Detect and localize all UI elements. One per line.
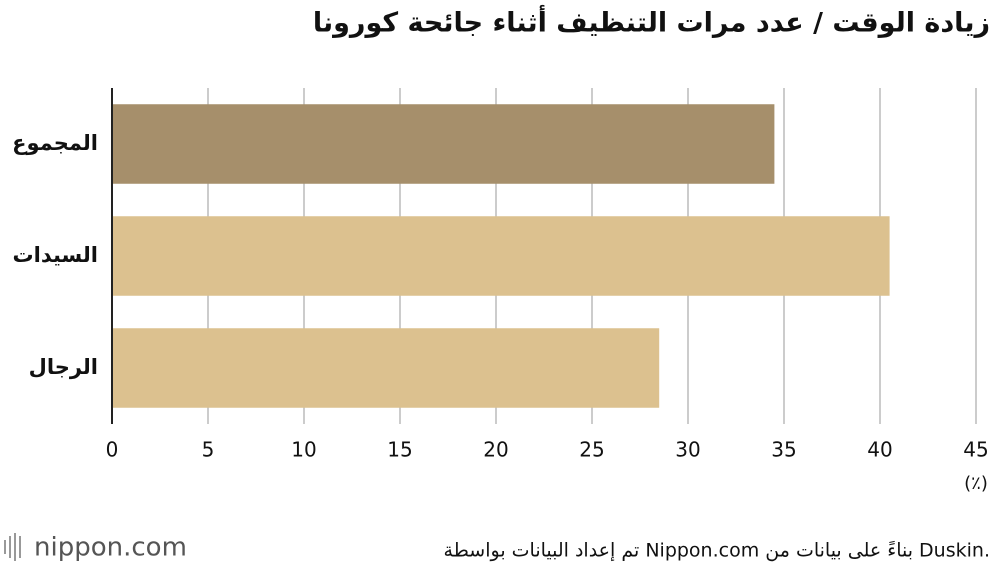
x-tick-label: 0 — [106, 438, 119, 462]
x-tick-label: 25 — [579, 438, 604, 462]
chart-title: زيادة الوقت / عدد مرات التنظيف أثناء جائ… — [313, 5, 990, 39]
x-tick-label: 45 — [963, 438, 988, 462]
bar — [112, 328, 660, 408]
x-tick-label: 20 — [483, 438, 508, 462]
x-tick-label: 30 — [675, 438, 700, 462]
x-tick-label: 15 — [387, 438, 412, 462]
x-tick-label: 5 — [202, 438, 215, 462]
logo: nippon.com — [34, 533, 187, 563]
x-tick-label: 40 — [867, 438, 892, 462]
x-tick-label: 10 — [291, 438, 316, 462]
x-axis-label: (٪) — [964, 473, 988, 494]
y-tick-label: الرجال — [29, 355, 98, 379]
y-tick-label: المجموع — [12, 131, 98, 155]
bar — [112, 104, 775, 184]
y-tick-label: السيدات — [13, 243, 98, 267]
logo-icon — [4, 533, 21, 561]
x-tick-label: 35 — [771, 438, 796, 462]
source-note: تم إعداد البيانات بواسطة Nippon.com بناء… — [444, 540, 990, 563]
bar — [112, 216, 890, 296]
